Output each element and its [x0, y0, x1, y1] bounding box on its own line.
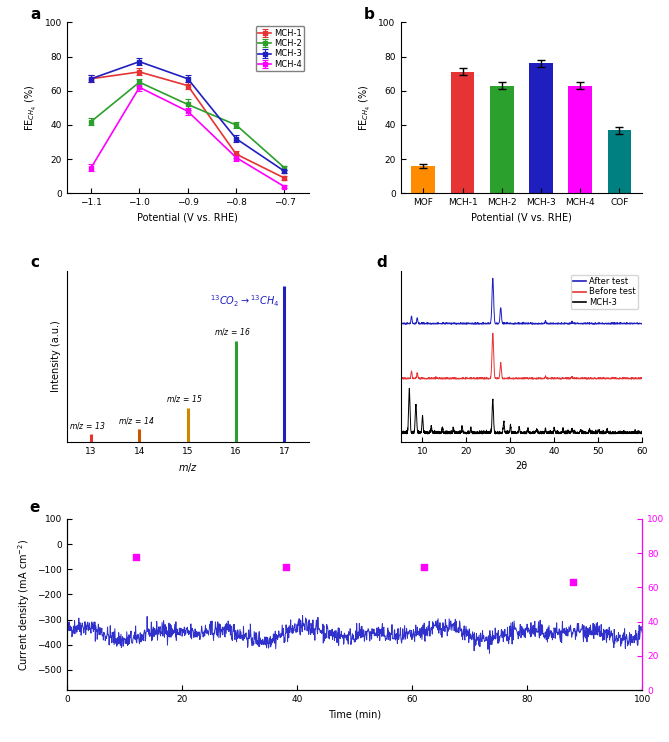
Y-axis label: FE$_{CH_4}$ (%): FE$_{CH_4}$ (%)	[358, 85, 373, 131]
Text: b: b	[364, 7, 375, 22]
X-axis label: Potential (V vs. RHE): Potential (V vs. RHE)	[471, 213, 572, 223]
Text: $m/z$ = 14: $m/z$ = 14	[118, 416, 154, 426]
Point	[280, 561, 291, 573]
Point	[418, 561, 429, 573]
Y-axis label: Intensity (a.u.): Intensity (a.u.)	[52, 321, 62, 392]
Text: $^{13}$CO$_2$$\rightarrow$$^{13}$CH$_4$: $^{13}$CO$_2$$\rightarrow$$^{13}$CH$_4$	[209, 294, 279, 309]
Text: $m/z$ = 15: $m/z$ = 15	[166, 393, 203, 404]
Bar	[451, 72, 474, 194]
Text: a: a	[31, 7, 41, 22]
Point	[568, 577, 579, 588]
Bar	[569, 85, 592, 194]
Bar	[607, 130, 632, 194]
Text: c: c	[31, 255, 39, 270]
X-axis label: $m/z$: $m/z$	[178, 462, 198, 474]
Bar	[529, 63, 553, 194]
X-axis label: 2θ: 2θ	[515, 462, 527, 471]
X-axis label: Time (min): Time (min)	[328, 709, 381, 720]
Bar	[490, 85, 514, 194]
Y-axis label: Current density (mA cm$^{-2}$): Current density (mA cm$^{-2}$)	[16, 538, 31, 671]
Point	[130, 551, 141, 562]
Text: d: d	[377, 255, 387, 270]
Bar	[411, 166, 435, 194]
Text: $m/z$ = 16: $m/z$ = 16	[214, 326, 251, 338]
X-axis label: Potential (V vs. RHE): Potential (V vs. RHE)	[137, 213, 238, 223]
Legend: After test, Before test, MCH-3: After test, Before test, MCH-3	[571, 275, 638, 309]
Legend: MCH-1, MCH-2, MCH-3, MCH-4: MCH-1, MCH-2, MCH-3, MCH-4	[256, 27, 304, 71]
Text: e: e	[29, 500, 40, 515]
Text: $m/z$ = 13: $m/z$ = 13	[70, 420, 106, 431]
Y-axis label: FE$_{CH_4}$ (%): FE$_{CH_4}$ (%)	[24, 85, 39, 131]
